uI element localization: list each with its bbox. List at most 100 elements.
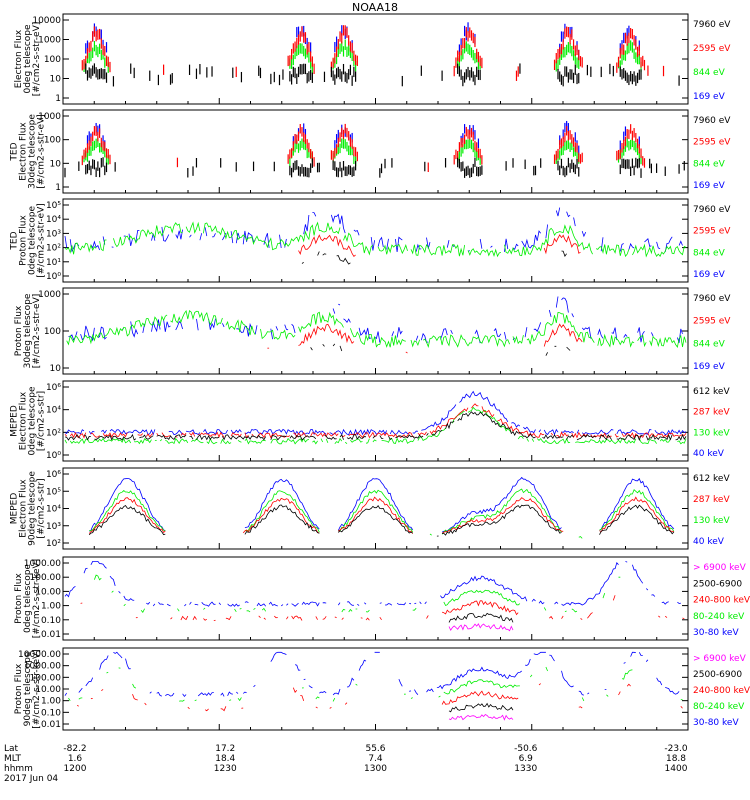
y-axis-label: [#/cm2-s-str-eV] — [37, 114, 47, 189]
legend-entry: 844 eV — [693, 339, 726, 349]
legend-entry: 844 eV — [693, 248, 726, 258]
y-tick-label: 10² — [46, 539, 61, 549]
panel-6: 10⁶ 10⁵ 10⁴ 10³ 10² MEPED Electron Flux 90deg t… — [10, 467, 730, 550]
flux-series-blue — [65, 652, 684, 696]
y-tick-label: 10000.00 — [18, 650, 61, 660]
orbit-hhmm-value: 1200 — [64, 764, 87, 774]
orbit-mlt-value: 7.4 — [368, 754, 383, 764]
flux-series-blue — [65, 561, 684, 606]
y-axis-label: [#/cm2-s-str] — [37, 478, 47, 538]
y-tick-label: 0.01 — [41, 720, 61, 730]
y-tick-label: 10⁰ — [46, 272, 61, 282]
y-tick-label: 0.01 — [41, 630, 61, 640]
orbit-mlt-value: 1.6 — [68, 754, 83, 764]
flux-series-black — [311, 344, 577, 356]
y-tick-label: 1000 — [38, 112, 61, 122]
orbit-row-label: MLT — [4, 754, 22, 764]
orbit-lat-value: -82.2 — [63, 744, 86, 754]
y-tick-label: 1 — [55, 94, 61, 104]
y-axis-label: 30deg telescope — [28, 114, 38, 189]
y-tick-label: 10 — [50, 159, 62, 169]
flux-series-blue — [89, 478, 679, 536]
legend-entry: 40 keV — [693, 537, 725, 547]
orbit-mlt-value: 6.9 — [519, 754, 534, 764]
legend-entry: 169 eV — [693, 92, 726, 102]
flux-series-black — [302, 251, 577, 264]
y-tick-label: 10² — [46, 244, 61, 254]
y-tick-label: 10³ — [46, 522, 61, 532]
y-axis-label: Electron Flux — [19, 479, 29, 538]
y-tick-label: 1.00 — [41, 602, 61, 612]
legend-entry: 7960 eV — [693, 205, 731, 215]
legend-entry: 240-800 keV — [693, 686, 750, 696]
flux-series-black — [64, 411, 687, 442]
y-tick-label: 0.10 — [41, 616, 61, 626]
orbit-hhmm-value: 1330 — [514, 764, 537, 774]
y-tick-label: 10.00 — [35, 685, 61, 695]
y-tick-label: 10⁴ — [46, 215, 61, 225]
legend-entry: 169 eV — [693, 270, 726, 280]
flux-series-black — [449, 704, 562, 712]
panel-frame — [62, 380, 689, 462]
orbit-mlt-value: 18.8 — [666, 754, 686, 764]
legend-entry: 2595 eV — [693, 227, 731, 237]
legend-entry: 40 keV — [693, 449, 725, 459]
y-tick-label: 10000 — [32, 16, 61, 26]
flux-series-black — [88, 504, 675, 537]
y-tick-label: 10¹ — [46, 258, 61, 268]
y-axis-label: 0deg telescope — [28, 206, 38, 276]
y-tick-label: 100 — [44, 136, 61, 146]
y-tick-label: 10⁶ — [46, 470, 61, 480]
legend-entry: 612 keV — [693, 387, 730, 397]
y-tick-label: 10³ — [46, 229, 61, 239]
y-axis-label: Proton Flux — [14, 573, 24, 624]
y-axis-label: 0deg telescope — [28, 386, 38, 456]
y-tick-label: 1000.00 — [24, 662, 61, 672]
panel-frame — [62, 109, 689, 194]
y-tick-label: 100.00 — [30, 573, 62, 583]
legend-entry: 80-240 keV — [693, 702, 745, 712]
orbit-lat-value: -50.6 — [514, 744, 538, 754]
panel-frame — [62, 198, 689, 283]
panel-2: 1000 100 10 1 TED Electron Flux 30deg telescop… — [10, 109, 731, 194]
y-tick-label: 100.00 — [30, 673, 62, 683]
y-tick-label: 100 — [44, 327, 61, 337]
legend-entry: 844 eV — [693, 68, 726, 78]
panel-frame — [62, 13, 689, 105]
orbit-hhmm-value: 1300 — [364, 764, 387, 774]
legend-entry: 844 eV — [693, 159, 726, 169]
legend-entry: 169 eV — [693, 181, 726, 191]
y-axis-label: [#/cm2-s-str-eV] — [37, 203, 47, 278]
panel-7: 1000.00 100.00 10.00 1.00 0.10 0.01 Proton Flu… — [14, 556, 750, 641]
y-tick-label: 10⁰ — [46, 451, 61, 461]
flux-series-red — [88, 496, 674, 534]
panel-frame — [62, 467, 689, 550]
legend-entry: 169 eV — [693, 362, 726, 372]
y-axis-label: Proton Flux — [19, 215, 29, 266]
y-tick-label: 1000 — [38, 290, 61, 300]
y-tick-label: 10 — [50, 75, 62, 85]
flux-series-magenta — [449, 715, 577, 720]
y-tick-label: 1 — [55, 183, 61, 193]
legend-entry: 612 keV — [693, 474, 730, 484]
y-tick-label: 10⁵ — [46, 201, 61, 211]
y-axis-label: 30deg telescope — [23, 293, 33, 368]
y-axis-label: [#/cm2-s-str] — [37, 391, 47, 451]
y-tick-label: 10 — [50, 364, 62, 374]
orbit-lat-value: -23.0 — [664, 744, 688, 754]
panel-4: 1000 100 10 Proton Flux 30deg telescope [#/cm… — [14, 287, 731, 375]
panel-3: 10⁵ 10⁴ 10³ 10² 10¹ 10⁰ TED Proton Flux 0deg tel… — [10, 198, 731, 283]
y-axis-label: [#/cm2-s-str-eV] — [32, 22, 42, 97]
y-axis-label: Proton Flux — [14, 305, 24, 356]
y-tick-label: 10⁶ — [46, 383, 61, 393]
panel-5: 10⁶ 10⁴ 10² 10⁰ MEPED Electron Flux 0deg teles… — [10, 380, 730, 462]
flux-series-red — [267, 324, 672, 354]
legend-entry: 2500-6900 — [693, 579, 742, 589]
y-tick-label: 0.10 — [41, 708, 61, 718]
legend-entry: 2595 eV — [693, 138, 731, 148]
legend-entry: 240-800 keV — [693, 596, 750, 606]
flux-series-green — [64, 221, 687, 258]
